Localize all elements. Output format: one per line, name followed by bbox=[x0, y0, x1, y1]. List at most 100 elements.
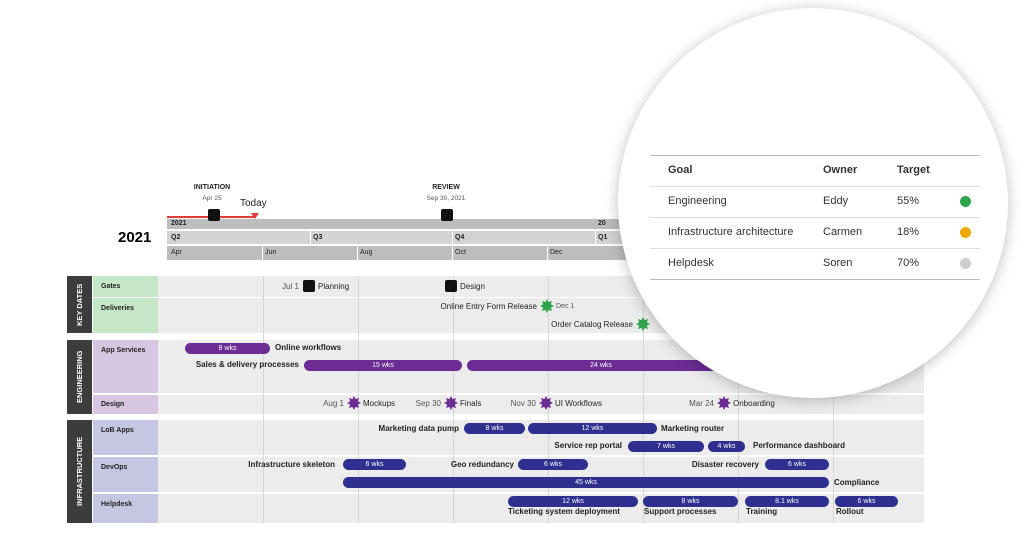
milestone-label: UI Workflows bbox=[555, 399, 602, 408]
milestone-marker bbox=[347, 396, 361, 410]
table-cell: Eddy bbox=[823, 195, 849, 207]
year-band-label: 2021 bbox=[171, 220, 187, 227]
status-dot bbox=[960, 258, 971, 269]
milestone-label: Finals bbox=[460, 399, 482, 408]
task-label: Ticketing system deployment bbox=[508, 507, 620, 516]
row-label: Design bbox=[93, 395, 158, 414]
task-label: Online workflows bbox=[275, 343, 342, 352]
milestone-marker bbox=[539, 396, 553, 410]
quarter-label: Q4 bbox=[455, 234, 465, 241]
table-cell: Infrastructure architecture bbox=[668, 226, 794, 238]
group-block: ENGINEERING bbox=[67, 340, 92, 414]
year: 2021 bbox=[118, 229, 152, 246]
task-bar: 8 wks bbox=[464, 423, 525, 434]
task-label: Geo redundancy bbox=[450, 460, 514, 469]
month-label: Jun bbox=[265, 249, 277, 256]
column-header: Goal bbox=[668, 164, 693, 176]
today-label: Today bbox=[240, 198, 267, 209]
task-bar: 6 wks bbox=[343, 459, 406, 470]
table-cell: 18% bbox=[897, 226, 920, 238]
group-block: KEY DATES bbox=[67, 276, 92, 333]
quarter-divider bbox=[452, 231, 453, 244]
milestone-title: INITIATION bbox=[193, 184, 231, 191]
row-label: DevOps bbox=[93, 457, 158, 492]
milestone-marker bbox=[444, 396, 458, 410]
milestone-label: Onboarding bbox=[733, 399, 775, 408]
group-block: INFRASTRUCTURE bbox=[67, 420, 92, 523]
task-bar: 6 wks bbox=[765, 459, 829, 470]
quarter-band bbox=[167, 231, 667, 244]
group-label: INFRASTRUCTURE bbox=[75, 436, 84, 507]
task-label: Sales & delivery processes bbox=[195, 360, 299, 369]
month-divider bbox=[547, 246, 548, 260]
quarter-label: Q1 bbox=[598, 234, 608, 241]
milestone-marker bbox=[441, 209, 453, 221]
milestone-label: Design bbox=[460, 282, 485, 291]
milestone-marker bbox=[717, 396, 731, 410]
milestone-title: REVIEW bbox=[432, 184, 460, 191]
grid-line bbox=[833, 276, 834, 523]
task-label: Service rep portal bbox=[554, 441, 622, 450]
table-cell: Engineering bbox=[668, 195, 727, 207]
task-label: Compliance bbox=[834, 478, 880, 487]
grid-line bbox=[358, 276, 359, 523]
milestone-date: Sep 30, 2021 bbox=[426, 195, 466, 202]
quarter-label: Q3 bbox=[313, 234, 323, 241]
group-label: ENGINEERING bbox=[75, 350, 84, 404]
table-cell: Soren bbox=[823, 257, 853, 269]
task-bar: 4 wks bbox=[708, 441, 745, 452]
grid-line bbox=[263, 276, 264, 523]
milestone-date: Mar 24 bbox=[689, 399, 714, 408]
milestone-label: Planning bbox=[318, 282, 350, 291]
status-dot bbox=[960, 196, 971, 207]
zoom-lens: Goal Owner Target Engineering Eddy 55% Infr… bbox=[618, 8, 1008, 398]
table-row: Infrastructure architecture Carmen 18% bbox=[650, 218, 980, 249]
task-label: Rollout bbox=[836, 507, 864, 516]
task-bar: 12 wks bbox=[508, 496, 638, 507]
milestone-date: Aug 1 bbox=[323, 399, 344, 408]
year-band-label: 20 bbox=[598, 220, 606, 227]
task-bar: 8 wks bbox=[185, 343, 270, 354]
month-label: Apr bbox=[171, 249, 182, 256]
milestone-label: Online Entry Form Release bbox=[440, 302, 537, 311]
task-bar: 6 wks bbox=[835, 496, 898, 507]
row-label: Deliveries bbox=[93, 298, 158, 333]
task-label: Performance dashboard bbox=[753, 441, 846, 450]
table-header: Goal Owner Target bbox=[650, 156, 980, 187]
milestone-marker bbox=[540, 299, 554, 313]
task-label: Support processes bbox=[644, 507, 717, 516]
task-label: Infrastructure skeleton bbox=[248, 460, 335, 469]
grid-line bbox=[643, 276, 644, 523]
task-bar: 24 wks bbox=[467, 360, 735, 371]
row-label: App Services bbox=[93, 340, 158, 393]
milestone-date: Dec 1 bbox=[556, 303, 575, 310]
milestone-date: Sep 30 bbox=[415, 399, 441, 408]
milestone-marker bbox=[208, 209, 220, 221]
milestone-date: Apr 25 bbox=[202, 195, 222, 202]
milestone-date: Jul 1 bbox=[282, 282, 299, 291]
quarter-divider bbox=[595, 231, 596, 244]
column-header: Owner bbox=[823, 164, 858, 176]
month-divider bbox=[357, 246, 358, 260]
milestone-label: Mockups bbox=[363, 399, 396, 408]
milestone-label: Order Catalog Release bbox=[551, 320, 633, 329]
task-bar: 8 wks bbox=[643, 496, 738, 507]
row-label: LoB Apps bbox=[93, 420, 158, 455]
quarter-divider bbox=[310, 231, 311, 244]
today-marker bbox=[251, 213, 259, 219]
milestone-marker bbox=[636, 317, 650, 331]
table-row: Engineering Eddy 55% bbox=[650, 187, 980, 218]
milestone-marker bbox=[303, 280, 315, 292]
table-cell: Carmen bbox=[823, 226, 863, 238]
month-band bbox=[167, 246, 667, 260]
task-bar: 45 wks bbox=[343, 477, 829, 488]
table-cell: 70% bbox=[897, 257, 920, 269]
milestone-date: Nov 30 bbox=[510, 399, 536, 408]
year-band bbox=[167, 219, 667, 229]
month-label: Oct bbox=[455, 249, 466, 256]
task-bar: 12 wks bbox=[528, 423, 657, 434]
row-label: Gates bbox=[93, 276, 158, 297]
column-header: Target bbox=[897, 164, 930, 176]
task-bar: 15 wks bbox=[304, 360, 462, 371]
goal-table: Goal Owner Target Engineering Eddy 55% Infr… bbox=[650, 155, 980, 280]
